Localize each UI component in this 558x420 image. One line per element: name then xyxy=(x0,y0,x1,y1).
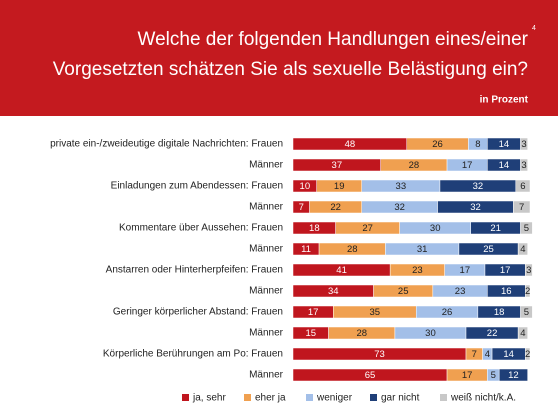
footnote-mark: 4 xyxy=(532,25,536,32)
value-label: 28 xyxy=(347,244,358,255)
bar-segment xyxy=(520,305,533,319)
category-label: Männer xyxy=(249,202,284,213)
legend-swatch xyxy=(182,394,189,401)
value-label: 65 xyxy=(365,370,376,381)
value-label: 41 xyxy=(336,265,347,276)
value-label: 8 xyxy=(475,139,480,150)
value-label: 19 xyxy=(334,181,345,192)
chart-title-line: Vorgesetzten schätzen Sie als sexuelle B… xyxy=(53,59,528,80)
category-label: private ein-/zweideutige digitale Nachri… xyxy=(50,139,283,150)
bar-segment xyxy=(513,200,531,214)
value-label: 2 xyxy=(525,286,530,297)
value-label: 14 xyxy=(499,139,510,150)
legend-label: weniger xyxy=(316,393,353,404)
header-background xyxy=(0,0,558,116)
value-label: 14 xyxy=(499,160,510,171)
legend-label: ja, sehr xyxy=(192,393,226,404)
value-label: 3 xyxy=(521,160,526,171)
value-label: 34 xyxy=(328,286,339,297)
value-label: 6 xyxy=(520,181,525,192)
legend-swatch xyxy=(370,394,377,401)
value-label: 2 xyxy=(525,349,530,360)
value-label: 5 xyxy=(524,307,529,318)
value-label: 30 xyxy=(425,328,436,339)
subtitle: in Prozent xyxy=(480,95,529,106)
value-label: 27 xyxy=(362,223,373,234)
bar-segment xyxy=(520,221,533,235)
value-label: 21 xyxy=(490,223,501,234)
value-label: 15 xyxy=(305,328,316,339)
value-label: 26 xyxy=(432,139,443,150)
value-label: 23 xyxy=(412,265,423,276)
value-label: 12 xyxy=(508,370,519,381)
value-label: 48 xyxy=(345,139,356,150)
value-label: 22 xyxy=(330,202,341,213)
category-label: Geringer körperlicher Abstand: Frauen xyxy=(113,307,283,318)
value-label: 7 xyxy=(299,202,304,213)
value-label: 16 xyxy=(501,286,512,297)
bar-segment xyxy=(525,347,531,361)
value-label: 17 xyxy=(460,265,471,276)
value-label: 10 xyxy=(300,181,311,192)
bar-segment xyxy=(517,242,528,256)
value-label: 25 xyxy=(398,286,409,297)
category-label: Männer xyxy=(249,328,284,339)
value-label: 14 xyxy=(503,349,514,360)
bar-segment xyxy=(520,137,528,151)
value-label: 32 xyxy=(470,202,481,213)
legend-label: eher ja xyxy=(255,393,286,404)
chart-title-line: Welche der folgenden Handlungen eines/ei… xyxy=(138,29,529,50)
value-label: 18 xyxy=(494,307,505,318)
legend-label: gar nicht xyxy=(381,393,420,404)
value-label: 17 xyxy=(308,307,319,318)
value-label: 32 xyxy=(473,181,484,192)
value-label: 25 xyxy=(483,244,494,255)
category-label: Kommentare über Aussehen: Frauen xyxy=(119,223,283,234)
legend-swatch xyxy=(244,394,251,401)
value-label: 30 xyxy=(430,223,441,234)
value-label: 3 xyxy=(521,139,526,150)
value-label: 23 xyxy=(455,286,466,297)
value-label: 5 xyxy=(491,370,496,381)
bar-segment xyxy=(520,158,528,172)
category-label: Männer xyxy=(249,244,284,255)
category-label: Einladungen zum Abendessen: Frauen xyxy=(111,181,283,192)
value-label: 22 xyxy=(487,328,498,339)
legend-swatch xyxy=(440,394,447,401)
bar-segment xyxy=(525,284,531,298)
category-label: Körperliche Berührungen am Po: Frauen xyxy=(103,349,283,360)
value-label: 4 xyxy=(485,349,490,360)
category-label: Männer xyxy=(249,286,284,297)
value-label: 4 xyxy=(520,244,525,255)
value-label: 37 xyxy=(332,160,343,171)
value-label: 5 xyxy=(524,223,529,234)
value-label: 18 xyxy=(309,223,320,234)
legend-label: weiß nicht/k.A. xyxy=(450,393,516,404)
value-label: 17 xyxy=(462,370,473,381)
bar-segment xyxy=(515,179,531,193)
category-label: Männer xyxy=(249,160,284,171)
bar-segment xyxy=(498,368,528,382)
value-label: 4 xyxy=(520,328,525,339)
value-label: 73 xyxy=(374,349,385,360)
value-label: 35 xyxy=(369,307,380,318)
bar-segment xyxy=(525,263,533,277)
value-label: 31 xyxy=(417,244,428,255)
value-label: 17 xyxy=(500,265,511,276)
category-label: Männer xyxy=(249,370,284,381)
value-label: 28 xyxy=(409,160,420,171)
legend-swatch xyxy=(306,394,313,401)
value-label: 7 xyxy=(472,349,477,360)
bar-segment xyxy=(517,326,528,340)
value-label: 26 xyxy=(442,307,453,318)
value-label: 7 xyxy=(519,202,524,213)
value-label: 3 xyxy=(526,265,531,276)
value-label: 32 xyxy=(394,202,405,213)
value-label: 11 xyxy=(301,244,311,255)
value-label: 17 xyxy=(462,160,473,171)
value-label: 28 xyxy=(356,328,367,339)
category-label: Anstarren oder Hinterherpfeifen: Frauen xyxy=(106,265,283,276)
value-label: 33 xyxy=(396,181,407,192)
